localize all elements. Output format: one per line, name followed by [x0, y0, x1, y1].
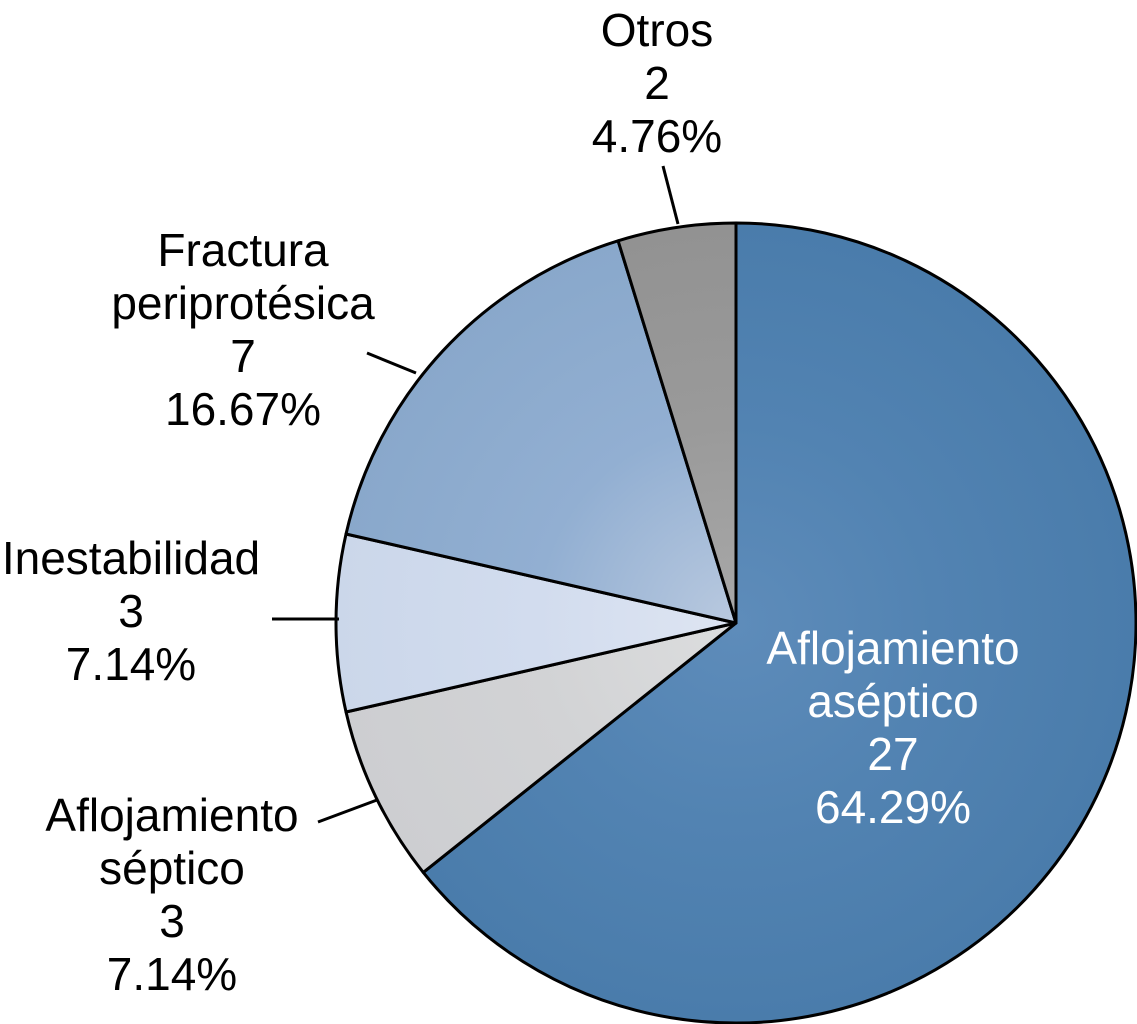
slice-label-aflojamiento-septico: Aflojamiento séptico 3 7.14% [7, 789, 337, 1001]
pie-slices-group [334, 221, 1137, 1024]
leader-line-otros [661, 165, 680, 225]
slice-label-aflojamiento-aseptico: Aflojamiento aséptico 27 64.29% [728, 622, 1058, 834]
slice-value: 3 [159, 895, 185, 947]
leader-line-fractura-periprotesica [366, 351, 417, 375]
slice-label-fractura-periprotesica: Fractura periprotésica 7 16.67% [93, 224, 393, 436]
pie-slice-fractura-periprotesica [344, 239, 738, 625]
leader-lines-group [272, 165, 680, 824]
slice-name: Fractura periprotésica [111, 224, 375, 329]
slice-name: Aflojamiento aséptico [766, 622, 1020, 727]
slice-value: 2 [644, 57, 670, 109]
pie-slice-inestabilidad [334, 532, 738, 714]
pie-slice-aflojamiento-aseptico [421, 221, 1137, 1024]
slice-label-otros: Otros 2 4.76% [507, 4, 807, 163]
slice-percent: 4.76% [591, 110, 723, 162]
slice-percent: 7.14% [65, 638, 197, 690]
slice-label-inestabilidad: Inestabilidad 3 7.14% [0, 532, 281, 691]
pie-slice-aflojamiento-septico [344, 621, 738, 874]
slice-value: 7 [230, 330, 256, 382]
slice-percent: 7.14% [106, 948, 238, 1000]
slice-value: 3 [118, 585, 144, 637]
slice-percent: 16.67% [164, 383, 321, 435]
leader-line-aflojamiento-septico [317, 798, 378, 824]
slice-percent: 64.29% [814, 781, 971, 833]
slice-name: Aflojamiento séptico [45, 789, 299, 894]
pie-slice-otros [616, 221, 738, 625]
slice-name: Otros [600, 4, 714, 56]
slice-name: Inestabilidad [1, 532, 261, 584]
slice-value: 27 [867, 728, 919, 780]
